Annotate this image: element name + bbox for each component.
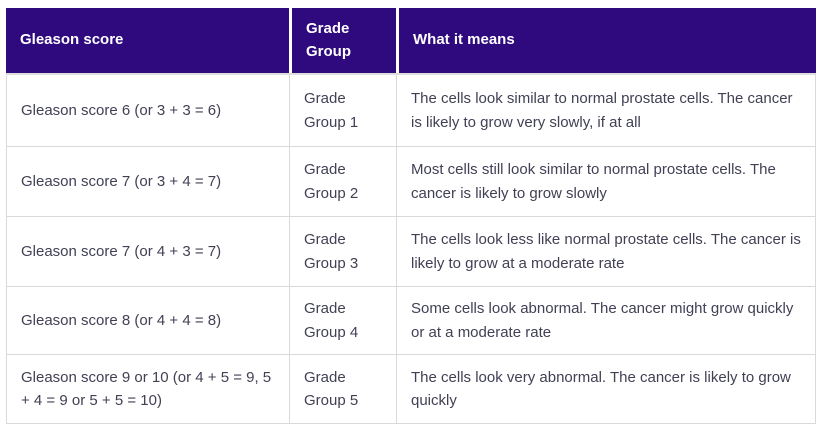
table-header: Gleason score Grade Group What it means [6,8,816,73]
grade-group-cell: Grade Group 4 [289,287,396,355]
grade-group-cell: Grade Group 5 [289,355,396,424]
grade-group-cell: Grade Group 3 [289,217,396,287]
column-header-grade-group: Grade Group [289,8,396,73]
gleason-score-cell: Gleason score 9 or 10 (or 4 + 5 = 9, 5 +… [6,355,289,424]
gleason-score-cell: Gleason score 7 (or 4 + 3 = 7) [6,217,289,287]
table-row: Gleason score 7 (or 4 + 3 = 7) Grade Gro… [6,217,816,287]
meaning-cell: Some cells look abnormal. The cancer mig… [396,287,816,355]
meaning-cell: The cells look less like normal prostate… [396,217,816,287]
table-row: Gleason score 9 or 10 (or 4 + 5 = 9, 5 +… [6,355,816,424]
header-row: Gleason score Grade Group What it means [6,8,816,73]
grade-group-cell: Grade Group 1 [289,73,396,147]
gleason-score-cell: Gleason score 8 (or 4 + 4 = 8) [6,287,289,355]
table-row: Gleason score 6 (or 3 + 3 = 6) Grade Gro… [6,73,816,147]
gleason-score-cell: Gleason score 6 (or 3 + 3 = 6) [6,73,289,147]
meaning-cell: The cells look similar to normal prostat… [396,73,816,147]
table-body: Gleason score 6 (or 3 + 3 = 6) Grade Gro… [6,73,816,424]
table-row: Gleason score 8 (or 4 + 4 = 8) Grade Gro… [6,287,816,355]
column-header-what-it-means: What it means [396,8,816,73]
grade-group-cell: Grade Group 2 [289,147,396,217]
gleason-score-cell: Gleason score 7 (or 3 + 4 = 7) [6,147,289,217]
table-row: Gleason score 7 (or 3 + 4 = 7) Grade Gro… [6,147,816,217]
meaning-cell: The cells look very abnormal. The cancer… [396,355,816,424]
gleason-grade-group-table: Gleason score Grade Group What it means … [6,8,816,424]
meaning-cell: Most cells still look similar to normal … [396,147,816,217]
column-header-gleason-score: Gleason score [6,8,289,73]
